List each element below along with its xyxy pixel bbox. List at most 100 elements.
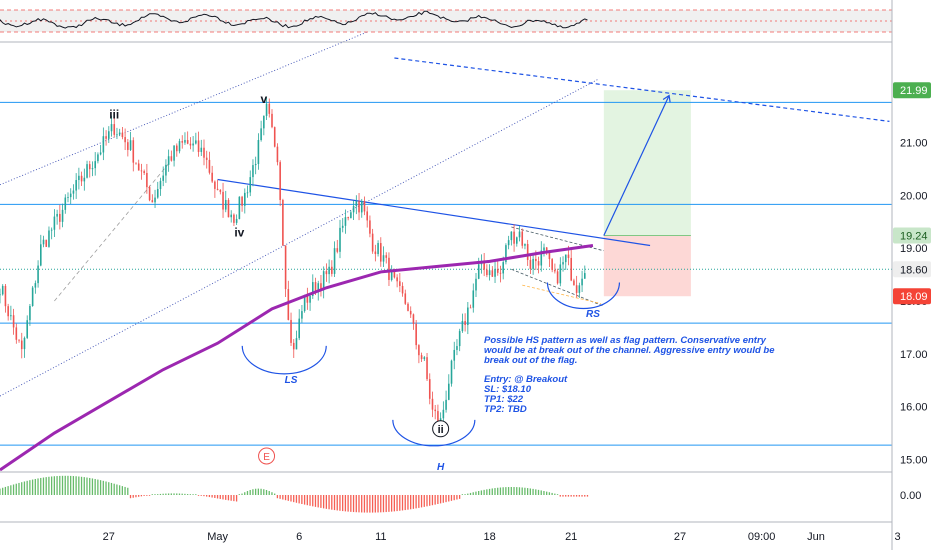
histogram-bar [222,495,224,500]
histogram-bar [388,495,390,512]
neckline [217,178,651,247]
histogram-bar [282,495,284,500]
histogram-bar [23,481,26,495]
histogram-bar [230,495,232,501]
histogram-bar [216,495,219,499]
histogram-bar [162,493,164,495]
histogram-bar [431,495,434,506]
candle [170,150,173,162]
candle [320,274,322,297]
histogram-bar [254,488,257,495]
histogram-bar [532,488,534,495]
candle [276,143,279,166]
histogram-bar [396,495,398,512]
candle [10,305,12,321]
histogram-bar [510,487,512,495]
candle [124,128,126,151]
target-arrow [603,95,670,236]
candle [159,177,162,196]
candle [91,161,94,177]
histogram-bar [129,495,132,499]
histogram-bar [37,478,39,495]
candle [298,309,300,341]
histogram-bar [208,495,211,498]
candle [268,98,271,118]
candle [423,356,426,362]
candle [573,278,575,286]
candle [306,287,309,310]
price-tag [893,288,931,305]
candle [45,239,48,247]
candle [575,275,578,298]
histogram-bar [526,488,529,495]
candle [167,149,170,172]
histogram-bar [80,476,83,495]
candle [64,194,67,214]
candle [358,192,360,221]
histogram-bar [206,495,208,497]
histogram-bar [244,492,246,495]
histogram-bar [15,483,17,495]
histogram-bar [314,495,317,507]
time-tick-label: Jun [807,531,825,543]
histogram-bar [445,495,447,503]
candle [53,209,56,237]
histogram-bar [118,485,121,495]
candle [40,234,42,267]
candle [257,133,260,170]
candle [15,323,18,344]
candle [532,254,534,275]
pattern-label: LS [285,375,298,386]
histogram-bar [374,495,376,513]
candle [211,165,213,184]
histogram-bar [333,495,336,511]
candle [127,138,129,157]
histogram-bar [521,487,523,495]
pattern-label: iv [234,226,244,240]
histogram-bar [559,495,561,497]
candle [526,239,529,266]
candle [355,195,358,215]
histogram-bar [420,495,423,508]
histogram-bar [546,491,548,495]
candle [140,163,143,180]
histogram-bar [475,491,477,495]
histogram-bar [276,495,279,499]
histogram-bar [342,495,344,512]
histogram-bar [480,490,483,495]
candle [222,182,224,218]
histogram-bar [581,495,583,497]
candle [486,264,488,278]
histogram-bar [537,489,540,495]
histogram-bar [265,489,268,495]
candle [208,151,211,175]
candle [434,404,436,420]
candle [214,180,216,198]
histogram-bar [279,495,281,499]
histogram-bar [543,491,545,495]
candle [442,401,445,424]
candle [260,120,262,142]
candle [162,166,164,187]
candle [83,168,86,191]
candle [12,308,15,335]
oscillator-line [0,10,588,29]
candle [290,312,292,346]
histogram-bar [554,493,556,495]
histogram-bar [507,487,510,495]
histogram-bar [7,486,9,495]
candle [554,263,556,274]
candle [445,390,447,413]
histogram-bar [404,495,406,511]
head-arc [392,419,476,447]
candle [192,136,194,152]
histogram-bar [192,494,194,495]
histogram-bar [271,492,273,495]
histogram-bar [325,495,327,509]
time-tick-label: 3 [895,531,901,543]
histogram-bar [309,495,311,506]
histogram-bar [0,488,1,495]
histogram-bar [562,495,564,497]
histogram-bar [548,492,551,495]
